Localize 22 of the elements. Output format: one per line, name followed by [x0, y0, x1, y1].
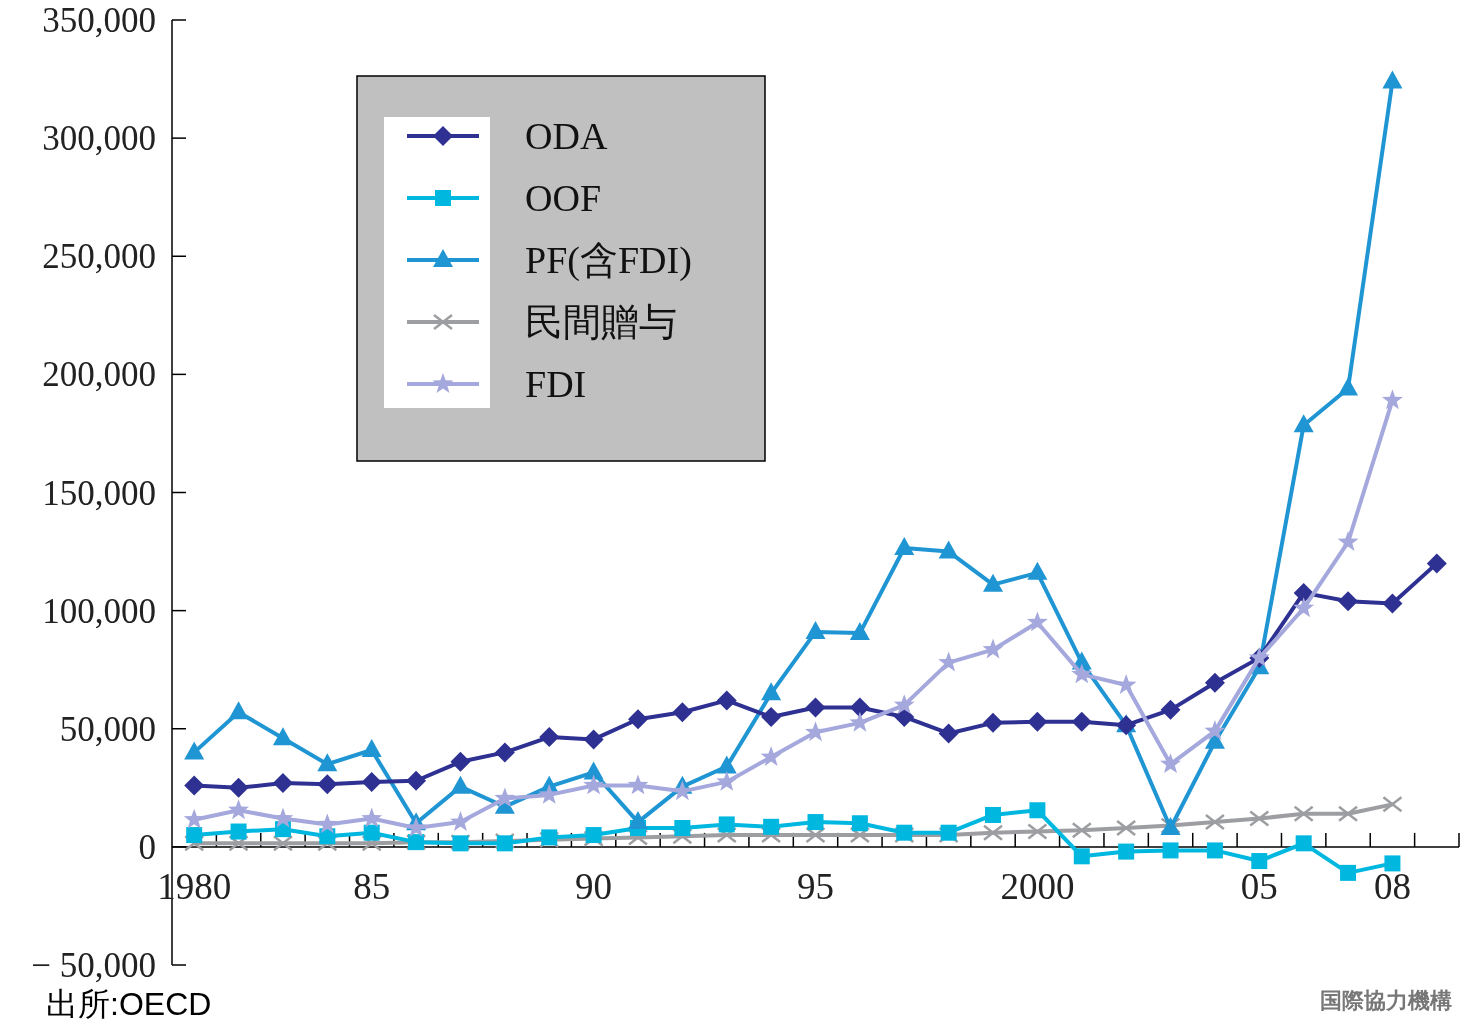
legend-label: OOF: [525, 177, 602, 219]
legend-label: PF(含FDI): [525, 239, 692, 282]
legend-label: 民間贈与: [525, 301, 677, 343]
x-tick-label: 95: [797, 865, 834, 907]
y-tick-label: 100,000: [42, 591, 156, 631]
legend-label: FDI: [525, 363, 587, 405]
y-tick-label: 200,000: [42, 355, 156, 395]
y-tick-label: 0: [138, 827, 156, 867]
y-tick-label: 250,000: [42, 237, 156, 277]
x-tick-label: 08: [1373, 865, 1411, 907]
x-tick-label: 90: [575, 865, 613, 907]
text: 出所:OECD: [46, 986, 212, 1022]
x-tick-label: 2000: [1000, 865, 1075, 907]
legend-label: ODA: [525, 115, 608, 157]
y-tick-label: 50,000: [59, 709, 156, 749]
text: 国際協力機構: [1320, 988, 1452, 1013]
y-tick-label: 150,000: [42, 473, 156, 513]
x-tick-label: 05: [1240, 865, 1278, 907]
y-tick-label: 300,000: [42, 119, 156, 159]
y-tick-label: 350,000: [42, 1, 156, 40]
x-tick-label: 85: [353, 865, 391, 907]
y-tick-label: − 50,000: [31, 946, 156, 985]
